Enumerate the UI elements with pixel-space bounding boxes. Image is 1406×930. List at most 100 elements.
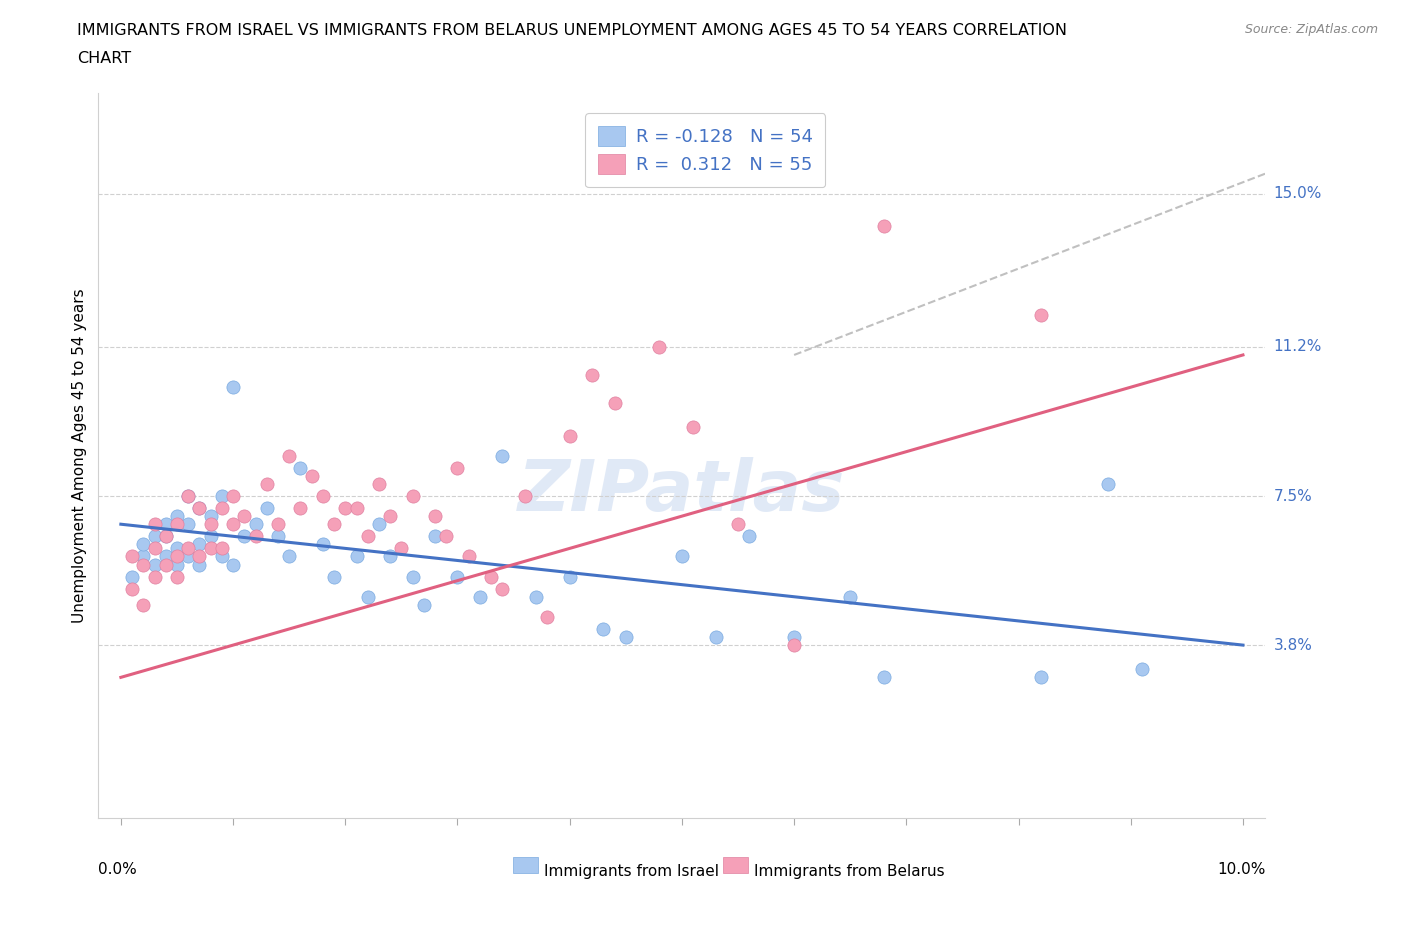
Point	[278, 448, 301, 463]
Point	[401, 488, 423, 503]
Point	[256, 500, 278, 515]
Point	[211, 500, 233, 515]
Point	[121, 581, 143, 596]
Point	[389, 541, 412, 556]
Point	[166, 557, 188, 572]
Point	[188, 549, 211, 564]
Point	[177, 517, 200, 532]
Point	[278, 549, 301, 564]
Point	[558, 569, 581, 584]
Point	[155, 529, 177, 544]
Text: Immigrants from Belarus: Immigrants from Belarus	[754, 864, 945, 879]
Point	[155, 557, 177, 572]
Point	[524, 590, 547, 604]
Point	[479, 569, 502, 584]
Point	[671, 549, 693, 564]
Point	[177, 549, 200, 564]
FancyBboxPatch shape	[723, 857, 748, 872]
Point	[491, 448, 513, 463]
Point	[727, 517, 749, 532]
Point	[1097, 476, 1119, 491]
Point	[704, 630, 727, 644]
Point	[143, 517, 166, 532]
Point	[245, 529, 267, 544]
Point	[143, 541, 166, 556]
Point	[222, 488, 245, 503]
Point	[233, 509, 256, 524]
Point	[323, 517, 346, 532]
Point	[211, 488, 233, 503]
Point	[592, 621, 614, 636]
Point	[166, 569, 188, 584]
Text: ZIPatlas: ZIPatlas	[519, 458, 845, 526]
Point	[188, 557, 211, 572]
Point	[155, 517, 177, 532]
Y-axis label: Unemployment Among Ages 45 to 54 years: Unemployment Among Ages 45 to 54 years	[72, 288, 87, 623]
FancyBboxPatch shape	[513, 857, 538, 872]
Point	[290, 460, 312, 475]
Text: Source: ZipAtlas.com: Source: ZipAtlas.com	[1244, 23, 1378, 36]
Point	[783, 638, 806, 653]
Point	[143, 557, 166, 572]
Point	[513, 488, 536, 503]
Point	[1029, 307, 1052, 322]
Point	[323, 569, 346, 584]
Point	[200, 517, 222, 532]
Point	[446, 460, 468, 475]
Text: 3.8%: 3.8%	[1274, 638, 1313, 653]
Point	[177, 488, 200, 503]
Point	[312, 488, 335, 503]
Text: 11.2%: 11.2%	[1274, 339, 1322, 354]
Point	[222, 379, 245, 394]
Point	[222, 557, 245, 572]
Point	[558, 428, 581, 443]
Point	[873, 670, 896, 684]
Point	[290, 500, 312, 515]
Point	[423, 509, 446, 524]
Point	[132, 549, 155, 564]
Point	[682, 420, 704, 435]
Point	[468, 590, 491, 604]
Point	[166, 517, 188, 532]
Point	[312, 537, 335, 551]
Point	[121, 569, 143, 584]
Point	[614, 630, 637, 644]
Point	[368, 476, 391, 491]
Point	[188, 537, 211, 551]
Point	[188, 500, 211, 515]
Point	[368, 517, 391, 532]
Text: 15.0%: 15.0%	[1274, 186, 1322, 201]
Point	[211, 549, 233, 564]
Point	[267, 517, 290, 532]
Point	[301, 469, 323, 484]
Point	[346, 500, 368, 515]
Point	[143, 569, 166, 584]
Point	[188, 500, 211, 515]
Point	[143, 529, 166, 544]
Point	[412, 597, 434, 612]
Point	[536, 609, 558, 624]
Point	[380, 549, 402, 564]
Point	[1130, 662, 1153, 677]
Text: Immigrants from Israel: Immigrants from Israel	[544, 864, 720, 879]
Text: CHART: CHART	[77, 51, 131, 66]
Point	[200, 509, 222, 524]
Text: IMMIGRANTS FROM ISRAEL VS IMMIGRANTS FROM BELARUS UNEMPLOYMENT AMONG AGES 45 TO : IMMIGRANTS FROM ISRAEL VS IMMIGRANTS FRO…	[77, 23, 1067, 38]
Text: 10.0%: 10.0%	[1218, 862, 1265, 877]
Point	[380, 509, 402, 524]
Text: 0.0%: 0.0%	[98, 862, 138, 877]
Point	[346, 549, 368, 564]
Point	[132, 557, 155, 572]
Point	[648, 339, 671, 354]
Point	[166, 549, 188, 564]
Point	[256, 476, 278, 491]
Point	[581, 367, 603, 382]
Point	[357, 590, 380, 604]
Point	[177, 488, 200, 503]
Point	[121, 549, 143, 564]
Point	[177, 541, 200, 556]
Point	[132, 537, 155, 551]
Legend: R = -0.128   N = 54, R =  0.312   N = 55: R = -0.128 N = 54, R = 0.312 N = 55	[585, 113, 825, 187]
Point	[267, 529, 290, 544]
Point	[155, 549, 177, 564]
